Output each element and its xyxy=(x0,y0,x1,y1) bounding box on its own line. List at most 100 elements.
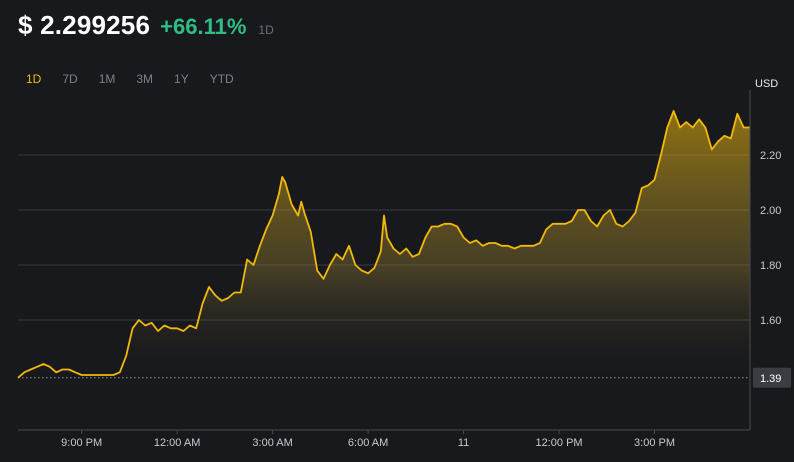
y-tick-label-1: 2.00 xyxy=(760,205,781,217)
data-point-24 xyxy=(170,328,171,329)
data-point-1 xyxy=(24,372,25,373)
data-point-55 xyxy=(355,264,356,265)
data-point-91 xyxy=(578,209,579,210)
data-point-21 xyxy=(151,322,152,323)
y-tick-label-0: 2.20 xyxy=(760,150,781,162)
data-point-74 xyxy=(469,242,470,243)
current-price: $ 2.299256 xyxy=(18,10,151,40)
data-point-101 xyxy=(641,187,642,188)
timeframe-tabs: 1D 7D 1M 3M 1Y YTD xyxy=(26,72,255,86)
data-point-94 xyxy=(597,226,598,227)
data-point-87 xyxy=(552,223,553,224)
data-point-112 xyxy=(711,149,712,150)
data-point-50 xyxy=(323,278,324,279)
data-point-16 xyxy=(119,372,120,373)
data-point-71 xyxy=(450,223,451,224)
data-point-65 xyxy=(412,256,413,257)
data-point-84 xyxy=(533,245,534,246)
data-point-73 xyxy=(463,237,464,238)
baseline-label: 1.39 xyxy=(760,373,781,385)
data-point-97 xyxy=(616,223,617,224)
data-point-93 xyxy=(590,220,591,221)
x-tick-label-4: 11 xyxy=(458,437,469,449)
y-tick-label-2: 1.80 xyxy=(760,260,781,272)
data-point-109 xyxy=(692,127,693,128)
data-point-30 xyxy=(208,286,209,287)
data-point-8 xyxy=(68,369,69,370)
data-point-68 xyxy=(431,226,432,227)
y-tick-label-3: 1.60 xyxy=(760,315,781,327)
x-tick-label-3: 6:00 AM xyxy=(348,437,388,449)
data-point-106 xyxy=(673,110,674,111)
tab-1y[interactable]: 1Y xyxy=(174,72,189,86)
data-point-96 xyxy=(609,209,610,210)
data-point-23 xyxy=(164,325,165,326)
tab-7d[interactable]: 7D xyxy=(62,72,78,86)
data-point-46 xyxy=(301,201,302,202)
data-point-82 xyxy=(520,245,521,246)
data-point-47 xyxy=(304,212,305,213)
x-tick-label-1: 12:00 AM xyxy=(154,437,200,449)
data-point-4 xyxy=(43,363,44,364)
data-point-34 xyxy=(234,292,235,293)
data-point-62 xyxy=(393,248,394,249)
data-point-37 xyxy=(253,264,254,265)
data-point-117 xyxy=(743,127,744,128)
data-point-11 xyxy=(87,374,88,375)
data-point-88 xyxy=(558,223,559,224)
data-point-108 xyxy=(686,121,687,122)
data-point-0 xyxy=(17,377,18,378)
data-point-18 xyxy=(132,328,133,329)
data-point-40 xyxy=(272,215,273,216)
data-point-7 xyxy=(62,369,63,370)
data-point-32 xyxy=(221,300,222,301)
data-point-15 xyxy=(113,374,114,375)
data-point-69 xyxy=(438,226,439,227)
data-point-89 xyxy=(565,223,566,224)
series-area xyxy=(18,111,750,378)
data-point-14 xyxy=(107,374,108,375)
tab-ytd[interactable]: YTD xyxy=(209,72,234,86)
period-label: 1D xyxy=(258,23,274,37)
data-point-44 xyxy=(291,204,292,205)
data-point-41 xyxy=(278,193,279,194)
data-point-58 xyxy=(374,267,375,268)
data-point-79 xyxy=(501,245,502,246)
data-point-81 xyxy=(514,248,515,249)
data-point-70 xyxy=(444,223,445,224)
tab-3m[interactable]: 3M xyxy=(136,72,154,86)
data-point-12 xyxy=(94,374,95,375)
data-point-113 xyxy=(718,141,719,142)
data-point-90 xyxy=(571,220,572,221)
data-point-28 xyxy=(196,328,197,329)
data-point-114 xyxy=(724,135,725,136)
data-point-61 xyxy=(387,237,388,238)
tab-1m[interactable]: 1M xyxy=(98,72,116,86)
tab-1d[interactable]: 1D xyxy=(26,72,42,86)
data-point-64 xyxy=(406,248,407,249)
data-point-49 xyxy=(317,270,318,271)
data-point-3 xyxy=(37,366,38,367)
price-header: $ 2.299256 +66.11% 1D xyxy=(18,10,274,41)
x-tick-label-0: 9:00 PM xyxy=(61,437,102,449)
data-point-26 xyxy=(183,330,184,331)
data-point-77 xyxy=(488,242,489,243)
data-point-85 xyxy=(539,242,540,243)
data-point-31 xyxy=(215,295,216,296)
data-point-9 xyxy=(75,372,76,373)
data-point-95 xyxy=(603,215,604,216)
data-point-111 xyxy=(705,127,706,128)
data-point-56 xyxy=(361,270,362,271)
data-point-86 xyxy=(546,229,547,230)
data-point-102 xyxy=(648,185,649,186)
data-point-53 xyxy=(342,259,343,260)
data-point-39 xyxy=(266,229,267,230)
data-point-25 xyxy=(177,328,178,329)
data-point-42 xyxy=(282,176,283,177)
data-point-107 xyxy=(679,127,680,128)
series-line xyxy=(17,110,750,379)
price-change-percent: +66.11% xyxy=(160,14,247,39)
area-fill xyxy=(18,111,750,378)
data-point-78 xyxy=(495,242,496,243)
